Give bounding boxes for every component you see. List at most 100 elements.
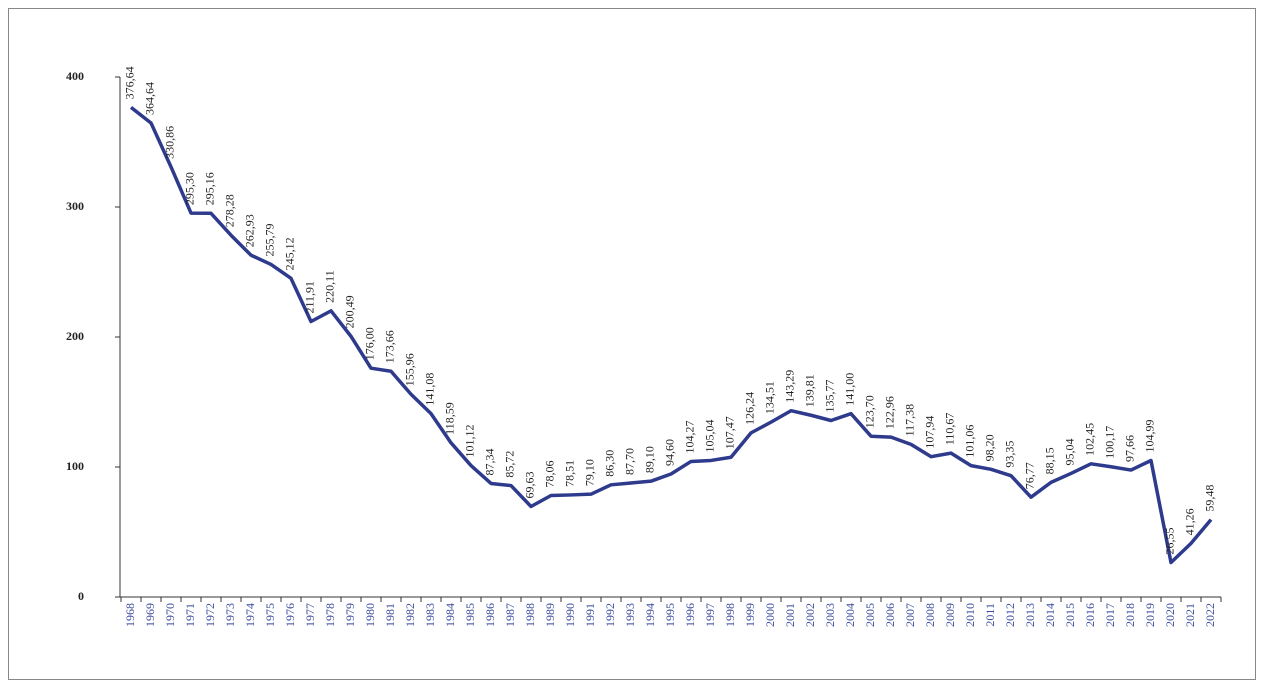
value-label: 59,48 (1203, 485, 1217, 512)
x-tick-label: 1991 (583, 603, 597, 627)
value-label: 141,00 (843, 373, 857, 406)
x-tick-label: 2021 (1183, 603, 1197, 627)
x-tick-label: 1987 (503, 603, 517, 627)
value-label: 95,04 (1063, 438, 1077, 465)
x-tick-label: 1984 (443, 603, 457, 627)
value-label: 122,96 (883, 396, 897, 429)
value-label: 98,20 (983, 434, 997, 461)
value-label: 104,99 (1143, 420, 1157, 453)
value-label: 117,38 (903, 404, 917, 437)
y-tick-label: 0 (78, 589, 84, 603)
value-label: 100,17 (1103, 426, 1117, 459)
x-tick-label: 2000 (763, 603, 777, 627)
value-label: 141,08 (423, 373, 437, 406)
value-label: 87,70 (623, 448, 637, 475)
value-label: 78,51 (563, 460, 577, 487)
y-tick-label: 100 (66, 459, 84, 473)
value-label: 41,26 (1183, 508, 1197, 535)
x-tick-label: 2011 (983, 603, 997, 627)
value-label: 69,63 (523, 471, 537, 498)
value-label: 364,64 (143, 82, 157, 115)
x-tick-label: 2013 (1023, 603, 1037, 627)
value-label: 376,64 (123, 66, 137, 99)
x-tick-label: 1983 (423, 603, 437, 627)
x-tick-label: 1985 (463, 603, 477, 627)
x-tick-label: 1976 (283, 603, 297, 627)
x-tick-label: 2022 (1203, 603, 1217, 627)
x-tick-label: 2002 (803, 603, 817, 627)
value-label: 134,51 (763, 381, 777, 414)
value-label: 97,66 (1123, 435, 1137, 462)
value-label: 126,24 (743, 392, 757, 425)
value-label: 85,72 (503, 451, 517, 478)
x-tick-label: 2017 (1103, 603, 1117, 627)
y-tick-label: 300 (66, 199, 84, 213)
x-tick-label: 2007 (903, 603, 917, 627)
value-label: 78,06 (543, 461, 557, 488)
x-tick-label: 2018 (1123, 603, 1137, 627)
x-tick-label: 1981 (383, 603, 397, 627)
x-tick-label: 2019 (1143, 603, 1157, 627)
value-label: 101,06 (963, 425, 977, 458)
x-tick-label: 2010 (963, 603, 977, 627)
value-label: 211,91 (303, 281, 317, 314)
value-label: 155,96 (403, 353, 417, 386)
x-tick-label: 1988 (523, 603, 537, 627)
x-tick-label: 2005 (863, 603, 877, 627)
value-label: 255,79 (263, 223, 277, 256)
x-tick-label: 1995 (663, 603, 677, 627)
x-tick-label: 1986 (483, 603, 497, 627)
value-label: 123,70 (863, 395, 877, 428)
value-label: 89,10 (643, 446, 657, 473)
x-tick-label: 2016 (1083, 603, 1097, 627)
x-tick-label: 1990 (563, 603, 577, 627)
x-tick-label: 2012 (1003, 603, 1017, 627)
value-label: 295,16 (203, 172, 217, 205)
value-label: 107,94 (923, 416, 937, 449)
line (129, 105, 1213, 565)
value-label: 104,27 (683, 420, 697, 453)
value-label: 262,93 (243, 214, 257, 247)
x-tick-label: 1980 (363, 603, 377, 627)
x-tick-label: 1975 (263, 603, 277, 627)
x-tick-label: 1970 (163, 603, 177, 627)
x-tick-label: 1994 (643, 603, 657, 627)
value-label: 118,59 (443, 402, 457, 435)
value-label: 93,35 (1003, 441, 1017, 468)
x-tick-label: 2014 (1043, 603, 1057, 627)
value-label: 105,04 (703, 419, 717, 452)
x-tick-label: 1996 (683, 603, 697, 627)
x-tick-label: 1978 (323, 603, 337, 627)
x-tick-label: 1972 (203, 603, 217, 627)
value-label: 94,60 (663, 439, 677, 466)
value-label: 200,49 (343, 295, 357, 328)
value-label: 26,55 (1163, 527, 1177, 554)
x-tick-label: 2020 (1163, 603, 1177, 627)
x-tick-label: 1968 (123, 603, 137, 627)
x-tick-label: 1977 (303, 603, 317, 627)
x-tick-label: 2015 (1063, 603, 1077, 627)
value-label: 295,30 (183, 172, 197, 205)
value-label: 330,86 (163, 126, 177, 159)
value-label: 139,81 (803, 374, 817, 407)
x-tick-label: 1993 (623, 603, 637, 627)
x-tick-label: 1979 (343, 603, 357, 627)
value-label: 86,30 (603, 450, 617, 477)
x-tick-label: 1997 (703, 603, 717, 627)
value-label: 135,77 (823, 379, 837, 412)
x-tick-label: 1989 (543, 603, 557, 627)
x-tick-label: 2004 (843, 603, 857, 627)
x-tick-label: 1971 (183, 603, 197, 627)
x-tick-label: 1982 (403, 603, 417, 627)
x-tick-label: 2006 (883, 603, 897, 627)
value-label: 87,34 (483, 448, 497, 475)
y-tick-label: 200 (66, 329, 84, 343)
x-tick-label: 1974 (243, 603, 257, 627)
value-label: 278,28 (223, 194, 237, 227)
x-tick-label: 2001 (783, 603, 797, 627)
frame (8, 8, 1256, 680)
value-label: 102,45 (1083, 423, 1097, 456)
value-label: 110,67 (943, 413, 957, 446)
x-tick-label: 2008 (923, 603, 937, 627)
